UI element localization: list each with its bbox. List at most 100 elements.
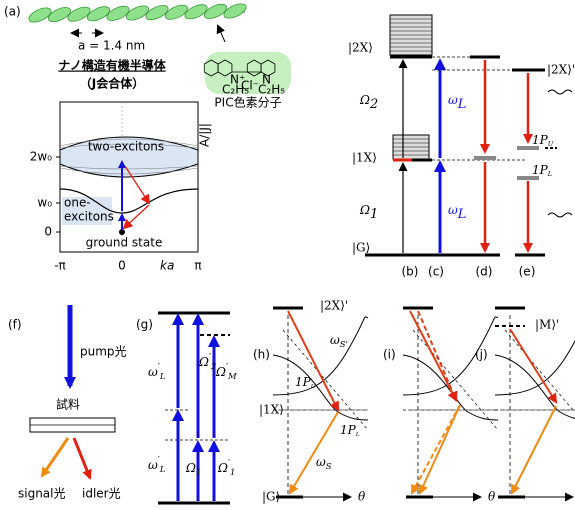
label: 試料 <box>56 397 80 412</box>
label: |M⟩' <box>535 318 559 332</box>
subtitle: （J会合体） <box>80 76 144 91</box>
symbol: Ω1 <box>185 461 201 477</box>
panel-label: (b) <box>402 265 419 279</box>
x-tick-label: -π <box>54 259 66 273</box>
symbol-sub: U <box>311 384 317 390</box>
arrow <box>417 310 458 402</box>
symbol-main: 1P <box>532 133 549 147</box>
panel-label: (h) <box>253 348 270 362</box>
label: |G⟩ <box>352 241 370 255</box>
molecule-unit <box>145 5 169 21</box>
symbol-main: Ω <box>359 93 370 107</box>
label: one- <box>64 196 91 210</box>
panel-label: (e) <box>519 265 536 279</box>
molecule-box <box>205 52 291 94</box>
label: Cl⁻ <box>241 79 259 93</box>
molecule-unit <box>47 7 72 23</box>
label: |2X⟩' <box>320 299 348 313</box>
symbol-main: ω <box>448 93 458 107</box>
molecule-unit <box>223 3 247 19</box>
arrow <box>418 404 461 495</box>
panel-label: (f) <box>8 318 22 332</box>
symbol: 1PL <box>532 163 552 179</box>
symbol: ωL <box>448 93 466 112</box>
label: PIC色素分子 <box>214 96 281 110</box>
symbol-sub: L <box>457 207 467 222</box>
label: A/|J| <box>198 123 212 147</box>
symbol-sub: L <box>355 432 360 438</box>
symbol-sub: L <box>159 371 166 381</box>
band-line <box>59 165 199 170</box>
light-line <box>412 329 499 431</box>
symbol-main: 1P <box>532 163 549 177</box>
pointer-arrow <box>216 24 226 43</box>
symbol-main: Ω <box>359 203 370 217</box>
symbol-sub: 1 <box>196 467 201 477</box>
molecule-unit <box>67 6 91 22</box>
lower-polariton <box>402 354 499 421</box>
label: N⁺ <box>230 73 245 87</box>
label: excitons <box>64 210 114 224</box>
panel-label: (d) <box>476 265 493 279</box>
emission-wave <box>547 212 573 218</box>
label: |2X⟩ <box>348 41 373 55</box>
axis-label: ka <box>160 259 174 273</box>
y-tick-label: w₀ <box>37 196 52 210</box>
label: C₂H₅ <box>222 83 249 97</box>
symbol: 1PU <box>532 133 554 149</box>
label: |1X⟩ <box>352 151 377 165</box>
x-tick-label: π <box>194 259 201 273</box>
symbol: ωS <box>316 455 332 471</box>
arrow <box>411 404 461 495</box>
symbol: ωL <box>448 203 466 222</box>
ground-state <box>119 229 125 235</box>
panel-label: (i) <box>383 348 396 362</box>
light-line <box>504 329 575 413</box>
lower-polariton <box>494 354 575 419</box>
arrow <box>409 310 457 402</box>
label: N <box>262 73 271 87</box>
label: pump光 <box>80 345 127 359</box>
symbol-main: Ω <box>198 355 209 369</box>
label: |G⟩ <box>262 490 280 504</box>
panel-label: (g) <box>136 318 153 332</box>
label: a = 1.4 nm <box>78 39 145 53</box>
symbol-sub: 1 <box>230 467 235 477</box>
molecule-unit <box>28 7 52 23</box>
label: |1X⟩ <box>259 403 284 417</box>
arrow <box>40 437 70 478</box>
label: |2X⟩' <box>547 63 575 77</box>
symbol-sub: L <box>159 464 166 474</box>
symbol-sub: S <box>326 461 332 471</box>
label: signal光 <box>18 487 66 501</box>
symbol-sub: L <box>457 97 467 112</box>
label: two-excitons <box>88 140 164 154</box>
arrow <box>509 328 558 404</box>
symbol: ω′L <box>148 363 166 381</box>
symbol: ω′L <box>148 456 166 474</box>
panel-label: (a) <box>4 5 21 19</box>
plot-frame <box>59 101 199 253</box>
symbol-sup: ′ <box>158 363 160 373</box>
arrow <box>72 437 92 480</box>
symbol: 1PU <box>295 375 317 390</box>
upper-polariton <box>272 316 369 396</box>
label: ground state <box>86 236 163 250</box>
symbol-main: Ω <box>217 461 228 475</box>
y-tick-label: 0 <box>44 225 52 239</box>
symbol-sub: 2 <box>210 361 216 371</box>
symbol-main: ω <box>148 365 158 379</box>
emission-wave <box>547 89 573 95</box>
symbol: Ω′1 <box>217 459 235 477</box>
symbol-sup: ′ <box>226 363 228 373</box>
molecule-unit <box>203 3 228 19</box>
arrow <box>124 165 151 205</box>
band-line <box>59 138 199 147</box>
symbol-main: ω <box>148 458 158 472</box>
label: θ <box>488 490 496 504</box>
band-line <box>59 167 199 175</box>
symbol: Ω′2 <box>198 353 216 371</box>
arrow <box>511 405 557 495</box>
